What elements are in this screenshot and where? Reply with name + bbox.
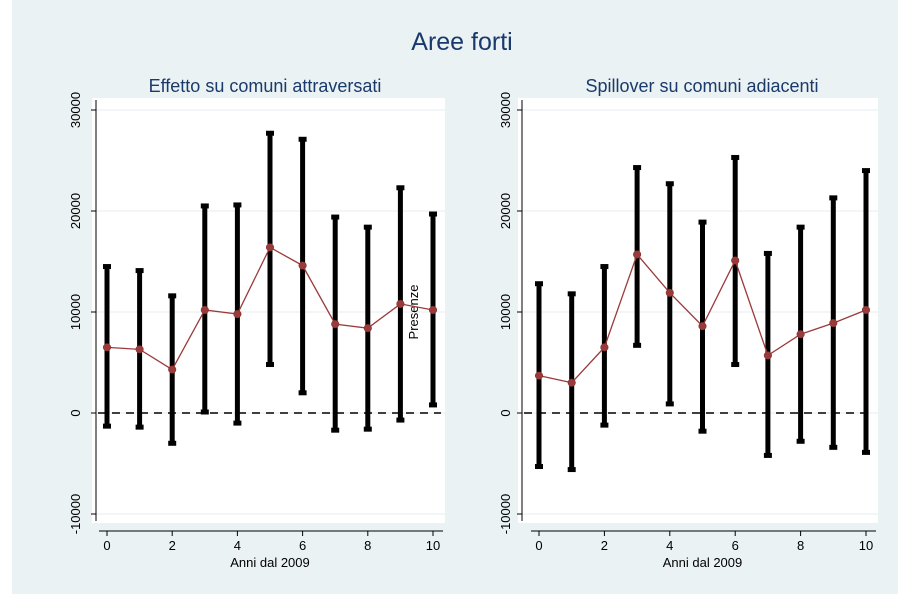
- main-title: Aree forti: [411, 28, 512, 56]
- estimate-point-attraversati-2: [168, 365, 177, 374]
- estimate-point-adiacenti-3: [633, 250, 642, 259]
- estimate-point-attraversati-0: [102, 343, 112, 352]
- estimate-point-attraversati-5: [265, 243, 275, 252]
- x-axis-title-adiacenti: Anni dal 2009: [663, 555, 743, 570]
- y-tick-label-adiacenti--10000: -10000: [498, 494, 513, 534]
- y-tick-label-adiacenti-0: 0: [498, 409, 513, 416]
- estimate-point-adiacenti-1: [567, 378, 576, 387]
- y-tick-label-attraversati--10000: -10000: [68, 494, 83, 534]
- estimate-point-attraversati-7: [331, 320, 340, 329]
- x-tick-label-adiacenti-4: 4: [666, 538, 673, 553]
- x-tick-label-adiacenti-2: 2: [601, 538, 608, 553]
- estimate-point-attraversati-4: [233, 309, 242, 319]
- x-tick-label-adiacenti-10: 10: [859, 538, 873, 553]
- x-tick-label-attraversati-6: 6: [299, 538, 306, 553]
- y-tick-label-attraversati-30000: 30000: [68, 92, 83, 128]
- estimate-point-attraversati-10: [428, 305, 438, 315]
- panel-title-adiacenti: Spillover su comuni adiacenti: [585, 76, 818, 96]
- estimate-point-adiacenti-2: [600, 343, 609, 352]
- estimate-point-adiacenti-8: [796, 330, 805, 339]
- estimate-point-attraversati-1: [135, 345, 144, 354]
- estimate-point-attraversati-8: [363, 324, 372, 333]
- plot-area-adiacenti: [518, 98, 878, 523]
- y-tick-label-attraversati-10000: 10000: [68, 294, 83, 330]
- y-tick-label-attraversati-0: 0: [68, 409, 83, 416]
- x-tick-label-attraversati-2: 2: [169, 538, 176, 553]
- x-tick-label-adiacenti-6: 6: [732, 538, 739, 553]
- panel-adiacenti: Spillover su comuni adiacenti -10000 0 1000…: [498, 76, 878, 570]
- estimate-point-attraversati-6: [298, 261, 307, 270]
- estimate-point-adiacenti-9: [829, 319, 838, 328]
- y-tick-label-adiacenti-20000: 20000: [498, 193, 513, 229]
- x-tick-label-attraversati-10: 10: [426, 538, 440, 553]
- x-tick-label-attraversati-0: 0: [103, 538, 110, 553]
- panel-attraversati: Effetto su comuni attraversati-100000100…: [68, 76, 445, 570]
- estimate-point-adiacenti-0: [534, 371, 544, 380]
- x-tick-label-adiacenti-8: 8: [797, 538, 804, 553]
- y-tick-label-attraversati-20000: 20000: [68, 193, 83, 229]
- estimate-point-adiacenti-10: [861, 305, 871, 315]
- x-axis-title-attraversati: Anni dal 2009: [230, 555, 310, 570]
- x-tick-label-adiacenti-0: 0: [535, 538, 542, 553]
- y-tick-label-adiacenti-30000: 30000: [498, 92, 513, 128]
- y-tick-label-adiacenti-10000: 10000: [498, 294, 513, 330]
- estimate-point-adiacenti-7: [763, 351, 772, 360]
- estimate-point-adiacenti-6: [731, 256, 740, 265]
- estimate-point-attraversati-9: [396, 299, 405, 308]
- x-tick-label-attraversati-4: 4: [234, 538, 241, 553]
- estimate-point-adiacenti-5: [698, 322, 707, 331]
- estimate-point-adiacenti-4: [665, 288, 674, 297]
- estimate-point-attraversati-3: [200, 305, 209, 315]
- panel-title-attraversati: Effetto su comuni attraversati: [149, 76, 382, 96]
- y-axis-title-attraversati: Presenze: [406, 285, 421, 340]
- x-tick-label-attraversati-8: 8: [364, 538, 371, 553]
